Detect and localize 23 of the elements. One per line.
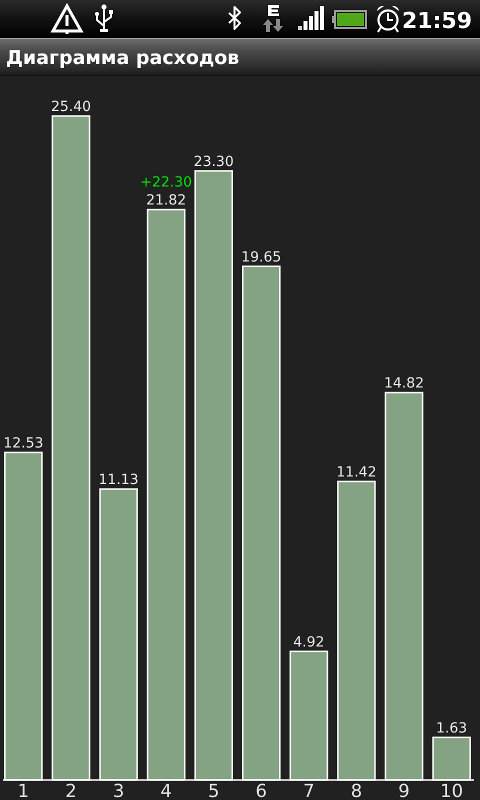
text: 21:59 bbox=[402, 9, 472, 34]
data-label: 11.13 bbox=[98, 472, 139, 488]
x-tick-label: 9 bbox=[398, 781, 410, 800]
x-tick-label: 4 bbox=[160, 781, 172, 800]
data-label: 1.63 bbox=[436, 720, 468, 736]
data-label: 12.53 bbox=[3, 435, 44, 452]
data-label: 21.82 bbox=[146, 192, 186, 209]
x-tick-label: 10 bbox=[440, 781, 464, 800]
x-tick-label: 5 bbox=[208, 781, 220, 800]
x-tick-label: 2 bbox=[65, 781, 77, 800]
data-label: 4.92 bbox=[293, 634, 324, 650]
annotation: +22.30 bbox=[140, 174, 192, 191]
chart-title: Диаграмма расходов bbox=[6, 47, 240, 69]
x-tick-label: 3 bbox=[112, 781, 124, 800]
data-label: 23.30 bbox=[194, 154, 234, 170]
data-label: 11.42 bbox=[336, 464, 376, 480]
data-label: 25.40 bbox=[50, 99, 92, 115]
x-tick-label: 6 bbox=[256, 781, 268, 800]
data-label: 14.82 bbox=[384, 376, 424, 392]
x-tick-label: 8 bbox=[350, 781, 362, 800]
x-tick-label: 1 bbox=[18, 781, 30, 800]
x-tick-label: 7 bbox=[303, 781, 315, 800]
data-label: 19.65 bbox=[241, 249, 282, 266]
